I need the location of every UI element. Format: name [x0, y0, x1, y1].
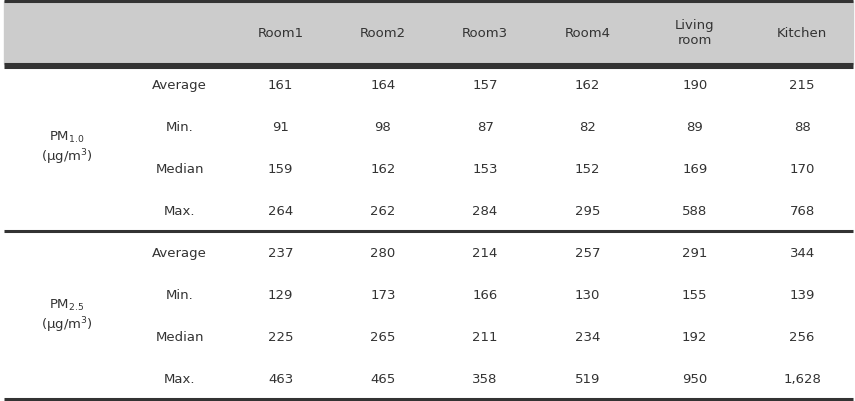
Text: 139: 139: [789, 288, 815, 301]
Text: 170: 170: [789, 163, 815, 176]
Text: 192: 192: [682, 330, 707, 343]
Text: 166: 166: [473, 288, 498, 301]
Text: 291: 291: [682, 246, 707, 259]
Text: 237: 237: [268, 246, 293, 259]
Text: 173: 173: [370, 288, 396, 301]
Text: 162: 162: [575, 79, 600, 92]
Text: 153: 153: [472, 163, 498, 176]
Text: 465: 465: [370, 372, 396, 385]
Text: 211: 211: [472, 330, 498, 343]
Text: 190: 190: [682, 79, 707, 92]
Text: 280: 280: [370, 246, 396, 259]
Text: 519: 519: [575, 372, 600, 385]
Text: 87: 87: [476, 121, 493, 134]
Text: Max.: Max.: [164, 205, 196, 217]
Text: 169: 169: [682, 163, 707, 176]
Text: 256: 256: [789, 330, 815, 343]
Text: 588: 588: [682, 205, 707, 217]
Text: 1,628: 1,628: [783, 372, 821, 385]
Text: 344: 344: [789, 246, 815, 259]
Text: 155: 155: [682, 288, 707, 301]
Text: 130: 130: [575, 288, 600, 301]
Bar: [4, 2, 853, 65]
Text: 129: 129: [268, 288, 293, 301]
Text: 214: 214: [473, 246, 498, 259]
Text: Median: Median: [156, 330, 204, 343]
Text: 89: 89: [687, 121, 703, 134]
Text: 284: 284: [473, 205, 498, 217]
Text: 157: 157: [472, 79, 498, 92]
Text: 463: 463: [268, 372, 293, 385]
Text: 159: 159: [268, 163, 293, 176]
Text: 152: 152: [575, 163, 600, 176]
Text: Max.: Max.: [164, 372, 196, 385]
Text: 88: 88: [793, 121, 811, 134]
Text: 164: 164: [370, 79, 396, 92]
Text: 295: 295: [575, 205, 600, 217]
Text: PM$_{2.5}$
(μg/m$^3$): PM$_{2.5}$ (μg/m$^3$): [41, 297, 93, 334]
Text: 265: 265: [370, 330, 396, 343]
Text: Min.: Min.: [166, 288, 193, 301]
Text: 225: 225: [268, 330, 293, 343]
Text: Room2: Room2: [360, 27, 406, 40]
Text: 91: 91: [272, 121, 289, 134]
Text: Room1: Room1: [257, 27, 304, 40]
Text: Kitchen: Kitchen: [777, 27, 828, 40]
Text: Room4: Room4: [564, 27, 610, 40]
Text: 82: 82: [579, 121, 596, 134]
Text: 162: 162: [370, 163, 396, 176]
Text: 215: 215: [789, 79, 815, 92]
Text: 950: 950: [682, 372, 707, 385]
Text: 768: 768: [789, 205, 815, 217]
Text: Average: Average: [152, 79, 207, 92]
Text: 161: 161: [268, 79, 293, 92]
Text: PM$_{1.0}$
(μg/m$^3$): PM$_{1.0}$ (μg/m$^3$): [41, 130, 93, 167]
Text: Min.: Min.: [166, 121, 193, 134]
Text: 358: 358: [473, 372, 498, 385]
Text: 264: 264: [268, 205, 293, 217]
Text: 262: 262: [370, 205, 396, 217]
Text: 257: 257: [575, 246, 600, 259]
Text: Room3: Room3: [462, 27, 508, 40]
Text: Median: Median: [156, 163, 204, 176]
Text: Living
room: Living room: [675, 19, 715, 47]
Text: Average: Average: [152, 246, 207, 259]
Text: 234: 234: [575, 330, 600, 343]
Text: 98: 98: [374, 121, 392, 134]
